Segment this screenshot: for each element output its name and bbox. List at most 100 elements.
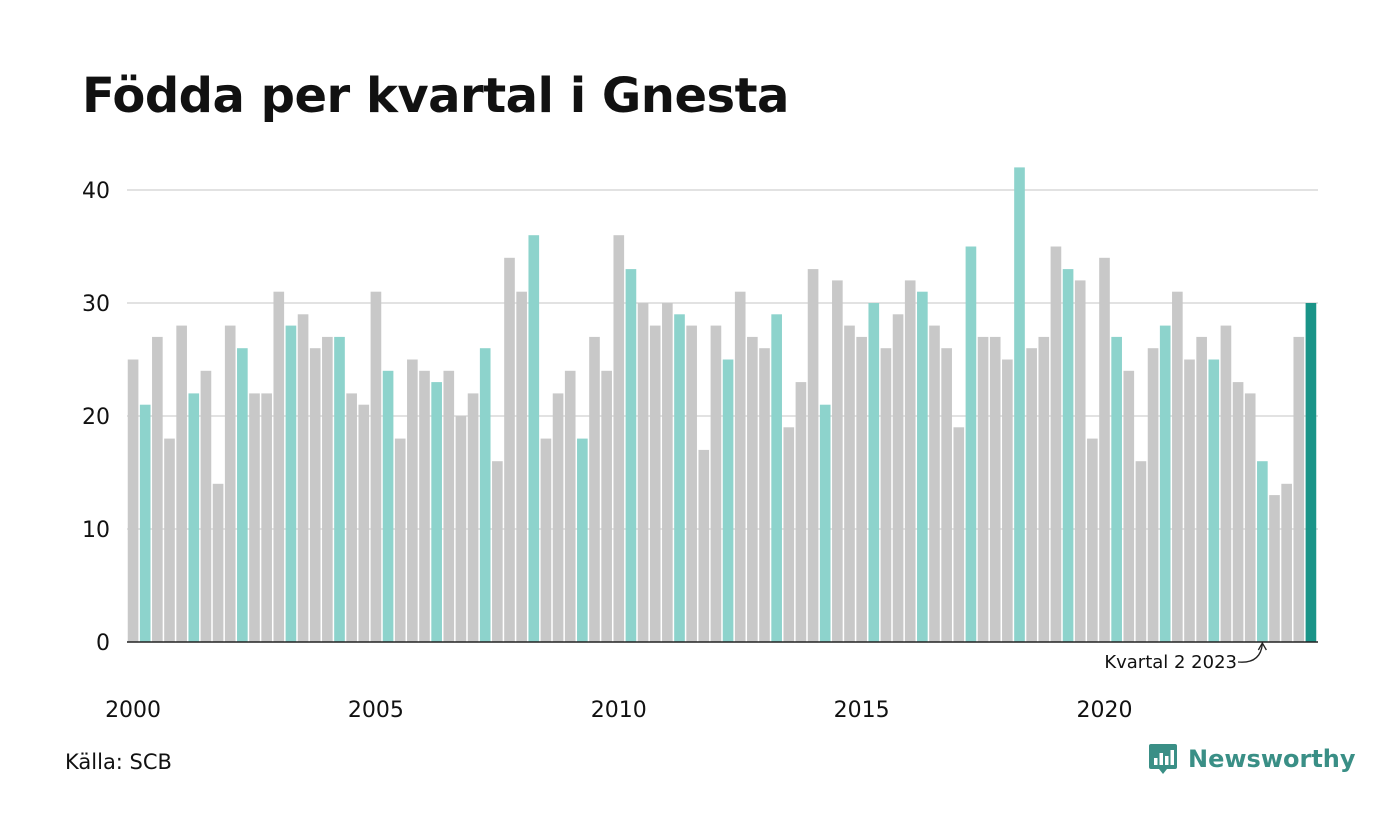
bar (370, 291, 382, 642)
bar (358, 404, 370, 642)
bar (1184, 359, 1195, 642)
bar (407, 359, 418, 642)
x-tick-label: 2015 (834, 698, 890, 723)
bar (127, 359, 139, 642)
bar (771, 314, 782, 642)
bar (188, 393, 200, 642)
bar (1087, 438, 1098, 642)
bar (795, 382, 807, 642)
bar (1074, 280, 1086, 642)
bar (528, 235, 540, 642)
bar (443, 370, 455, 642)
bar (917, 291, 928, 642)
axes: 0 10 20 30 40 2000 2005 2010 2015 2020 (82, 179, 1318, 723)
bar-chart: 0 10 20 30 40 2000 2005 2010 2015 2020 Kvartal 2 … (82, 167, 1318, 723)
brand-logo: Newsworthy (1148, 742, 1356, 776)
bar (261, 393, 272, 642)
bar (577, 438, 588, 642)
bar (637, 303, 649, 642)
bar (904, 280, 916, 642)
bar (164, 438, 175, 642)
bar (989, 336, 1001, 642)
bar (1305, 303, 1317, 642)
bar (710, 325, 722, 642)
bar (977, 336, 989, 642)
bar (1099, 257, 1110, 642)
bar (1220, 325, 1232, 642)
bar (832, 280, 843, 642)
bar (285, 325, 297, 642)
bar (662, 303, 673, 642)
bar (394, 438, 406, 642)
bar (589, 336, 600, 642)
bar (1293, 336, 1305, 642)
bar (1281, 483, 1292, 642)
bar (734, 291, 746, 642)
bar (941, 348, 952, 642)
bar (1244, 393, 1256, 642)
bar (965, 246, 977, 642)
bar (1123, 370, 1135, 642)
bar (1172, 291, 1183, 642)
bar (807, 269, 819, 642)
x-tick-label: 2020 (1077, 698, 1133, 723)
y-tick-label: 10 (82, 518, 110, 543)
bar (237, 348, 248, 642)
bar (139, 404, 151, 642)
bar (819, 404, 831, 642)
bar (953, 427, 965, 642)
bar (1159, 325, 1171, 642)
bar (686, 325, 697, 642)
bar (297, 314, 309, 642)
bar (200, 370, 212, 642)
bar (1111, 336, 1122, 642)
bar (152, 336, 163, 642)
bar (431, 382, 442, 642)
bar (747, 336, 758, 642)
source-note: Källa: SCB (65, 750, 172, 774)
bar (1002, 359, 1013, 642)
y-tick-label: 20 (82, 405, 110, 430)
y-tick-label: 0 (96, 631, 110, 656)
newsworthy-logo-icon (1149, 744, 1177, 774)
bar (929, 325, 940, 642)
bar (1269, 495, 1280, 642)
annotation-arrow (1237, 643, 1264, 663)
bar (868, 303, 880, 642)
x-tick-label: 2005 (348, 698, 404, 723)
bar (880, 348, 892, 642)
bar (1026, 348, 1037, 642)
bar (892, 314, 904, 642)
bar (698, 449, 710, 642)
bar (334, 336, 345, 642)
bar (552, 393, 564, 642)
bar (1208, 359, 1220, 642)
bar (273, 291, 285, 642)
bar (1147, 348, 1159, 642)
bar (1232, 382, 1244, 642)
bar (1038, 336, 1050, 642)
bar (1014, 167, 1025, 642)
bar (1257, 461, 1268, 642)
x-tick-label: 2000 (105, 698, 161, 723)
bar (1135, 461, 1147, 642)
brand-name: Newsworthy (1188, 745, 1356, 773)
bar (516, 291, 527, 642)
bar (249, 393, 260, 642)
bar (224, 325, 236, 642)
bar (674, 314, 685, 642)
bar (844, 325, 855, 642)
bar (455, 416, 467, 642)
bar (540, 438, 552, 642)
x-tick-label: 2010 (591, 698, 647, 723)
chart-title: Födda per kvartal i Gnesta (82, 68, 789, 124)
bars (127, 167, 1317, 642)
bar (722, 359, 734, 642)
bar (382, 370, 394, 642)
bar (649, 325, 661, 642)
bar (309, 348, 321, 642)
bar (1196, 336, 1207, 642)
bar (759, 348, 770, 642)
bar (625, 269, 637, 642)
bar (492, 461, 503, 642)
